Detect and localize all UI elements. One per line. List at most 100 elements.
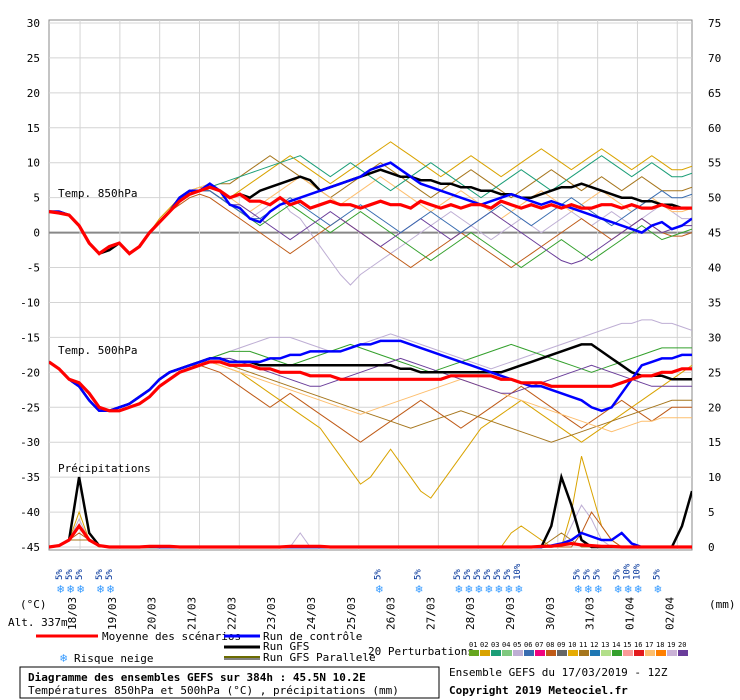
left-unit: (°C) (20, 598, 47, 611)
snow-risk-row: 5%❄5%❄5%❄5%❄5%❄5%❄5%❄5%❄5%❄5%❄5%❄5%❄5%❄1… (55, 563, 662, 596)
right-tick-label: 5 (708, 506, 715, 519)
grid (48, 19, 693, 551)
right-tick-label: 30 (708, 331, 721, 344)
perturbation-number: 15 (623, 641, 631, 649)
date-tick-label: 20/03 (146, 597, 159, 630)
snowflake-icon: ❄ (515, 582, 522, 596)
footer-subtitle: Températures 850hPa et 500hPa (°C) , pré… (28, 684, 399, 697)
perturbation-swatch (557, 650, 567, 656)
snowflake-icon: ❄ (60, 651, 67, 665)
legend-gfs-parallel: Run GFS Parallele (263, 651, 376, 664)
panel-label-t850: Temp. 850hPa (58, 187, 137, 200)
snowflake-icon: ❄ (57, 582, 64, 596)
t850-mean-line (49, 185, 692, 256)
perturbation-swatch (656, 650, 666, 656)
left-tick-label: 25 (27, 52, 40, 65)
perturbation-swatch (612, 650, 622, 656)
left-tick-label: -40 (20, 506, 40, 519)
perturbation-number: 11 (579, 641, 587, 649)
precip-mean-line (49, 523, 692, 549)
snow-risk-value: 5% (583, 569, 593, 580)
snow-risk-value: 5% (483, 569, 493, 580)
perturbation-swatch (590, 650, 600, 656)
precip-perturbation-line (49, 504, 692, 548)
snow-risk-value: 5% (593, 569, 603, 580)
date-tick-label: 29/03 (504, 597, 517, 630)
footer-title: Diagramme des ensembles GEFS sur 384h : … (28, 671, 366, 684)
left-tick-label: -45 (20, 541, 40, 554)
perturbation-number: 06 (524, 641, 532, 649)
perturbation-swatch (546, 650, 556, 656)
perturbation-number: 18 (656, 641, 664, 649)
perturbation-number: 20 (678, 641, 686, 649)
date-tick-label: 26/03 (385, 597, 398, 630)
perturbation-swatch (469, 650, 479, 656)
snowflake-icon: ❄ (415, 582, 422, 596)
perturbation-swatch (524, 650, 534, 656)
snow-risk-value: 5% (95, 569, 105, 580)
snow-risk-value: 5% (463, 569, 473, 580)
date-tick-label: 21/03 (185, 597, 198, 630)
perturbation-number: 14 (612, 641, 620, 649)
perturbation-number: 19 (667, 641, 675, 649)
t500-perturbation-line (49, 361, 692, 443)
perturbation-number: 08 (546, 641, 554, 649)
perturbation-swatches: 01 02 03 04 05 06 07 08 09 10 11 12 13 14 15 16 17 18 19 20 (469, 641, 688, 656)
left-tick-label: 0 (33, 227, 40, 240)
legend-control: Run de contrôle (263, 630, 362, 643)
right-tick-label: 70 (708, 52, 721, 65)
t500-mean-line (49, 360, 692, 413)
snow-risk-value: 5% (65, 569, 75, 580)
date-axis: 18/03 19/03 20/03 21/03 22/03 23/03 24/03 25/03… (66, 597, 676, 630)
right-tick-label: 25 (708, 366, 721, 379)
perturbation-swatch (502, 650, 512, 656)
snow-risk-value: 5% (493, 569, 503, 580)
legend-perturbations: 20 Perturbations (368, 645, 474, 658)
perturbation-number: 09 (557, 641, 565, 649)
plot-frame (48, 19, 693, 551)
perturbation-swatch (568, 650, 578, 656)
perturbation-number: 03 (491, 641, 499, 649)
snowflake-icon: ❄ (107, 582, 114, 596)
legend-gfs: Run GFS (263, 640, 309, 653)
legend-mean: Moyenne des scénarios (102, 630, 241, 643)
left-tick-label: -15 (20, 331, 40, 344)
perturbation-number: 16 (634, 641, 642, 649)
snowflake-icon: ❄ (595, 582, 602, 596)
perturbation-number: 07 (535, 641, 543, 649)
precip-perturbation-line (49, 511, 692, 548)
footer-run: Ensemble GEFS du 17/03/2019 - 12Z (449, 666, 668, 679)
right-tick-label: 35 (708, 296, 721, 309)
snow-risk-value: 5% (612, 569, 622, 580)
left-tick-label: 30 (27, 17, 40, 30)
left-tick-label: -35 (20, 471, 40, 484)
snow-risk-value: 10% (622, 563, 632, 580)
right-tick-label: 50 (708, 192, 721, 205)
perturbation-number: 13 (601, 641, 609, 649)
perturbation-swatch (645, 650, 655, 656)
perturbation-number: 17 (645, 641, 653, 649)
right-tick-label: 0 (708, 541, 715, 554)
date-tick-label: 31/03 (584, 597, 597, 630)
snowflake-icon: ❄ (575, 582, 582, 596)
right-tick-label: 60 (708, 122, 721, 135)
snowflake-icon: ❄ (585, 582, 592, 596)
snowflake-icon: ❄ (624, 582, 631, 596)
t500-perturbation-line (49, 361, 692, 443)
right-tick-label: 20 (708, 401, 721, 414)
snowflake-icon: ❄ (455, 582, 462, 596)
date-tick-label: 02/04 (663, 597, 676, 630)
snowflake-icon: ❄ (465, 582, 472, 596)
snowflake-icon: ❄ (634, 582, 641, 596)
t500-control-line (49, 339, 692, 413)
left-tick-label: 15 (27, 122, 40, 135)
left-tick-label: -25 (20, 401, 40, 414)
snow-risk-value: 5% (503, 569, 513, 580)
snowflake-icon: ❄ (67, 582, 74, 596)
left-tick-label: -30 (20, 436, 40, 449)
right-tick-label: 55 (708, 157, 721, 170)
footer-box (19, 666, 440, 699)
date-tick-label: 25/03 (345, 597, 358, 630)
perturbation-swatch (535, 650, 545, 656)
series-layer (49, 141, 692, 549)
